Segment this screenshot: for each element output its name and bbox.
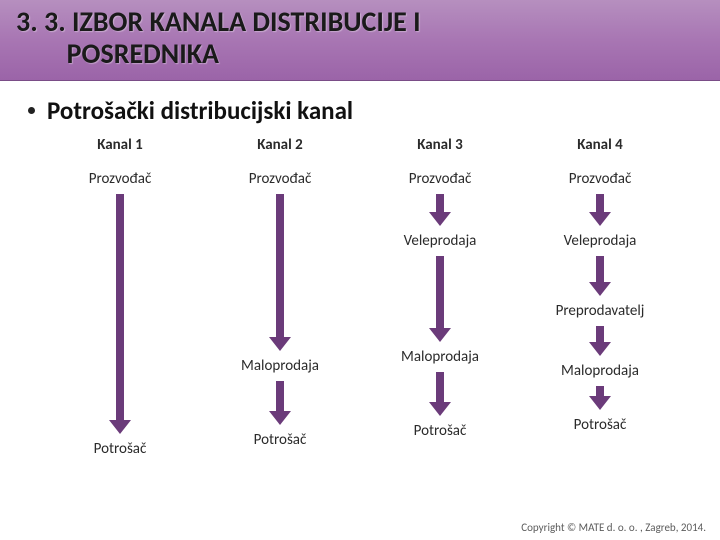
arrow-head (589, 396, 611, 410)
channel-node: Prozvođač (249, 170, 312, 188)
channel-node: Potrošač (254, 431, 307, 449)
bullet-text: Potrošački distribucijski kanal (47, 95, 353, 126)
arrow-shaft (436, 372, 444, 402)
arrow-head (589, 282, 611, 296)
bullet-item: Potrošački distribucijski kanal (0, 81, 720, 132)
arrow-head (269, 411, 291, 425)
channel-node: Maloprodaja (561, 362, 639, 380)
arrow-head (109, 420, 131, 434)
channel-column: Kanal 3 Prozvođač Veleprodaja Maloprodaja Po… (370, 136, 510, 458)
arrow-shaft (596, 326, 604, 342)
channel-header: Kanal 4 (577, 136, 623, 154)
arrow-head (429, 402, 451, 416)
slide-title: 3. 3. IZBOR KANALA DISTRIBUCIJE I POSRED… (16, 6, 704, 70)
channel-node: Maloprodaja (241, 357, 319, 375)
channel-node: Veleprodaja (564, 232, 637, 250)
channel-header: Kanal 3 (417, 136, 463, 154)
channel-node: Potrošač (94, 440, 147, 458)
arrow-shaft (596, 194, 604, 212)
arrow-down-icon (429, 372, 451, 416)
channel-header: Kanal 2 (257, 136, 303, 154)
channel-node: Veleprodaja (404, 232, 477, 250)
title-line-2: POSREDNIKA (67, 36, 219, 71)
arrow-down-icon (589, 256, 611, 296)
arrow-down-icon (109, 194, 131, 434)
channel-column: Kanal 4 Prozvođač Veleprodaja Preprodavatel… (530, 136, 670, 458)
arrow-down-icon (269, 194, 291, 351)
channel-node: Potrošač (574, 416, 627, 434)
arrow-shaft (436, 256, 444, 328)
arrow-shaft (276, 381, 284, 411)
arrow-head (589, 212, 611, 226)
copyright-footer: Copyright © MATE d. o. o. , Zagreb, 2014… (521, 521, 706, 534)
arrow-shaft (116, 194, 124, 420)
bullet-dot-icon (28, 107, 35, 114)
channel-column: Kanal 2 Prozvođač Maloprodaja Potrošač (210, 136, 350, 458)
arrow-shaft (436, 194, 444, 212)
arrow-shaft (276, 194, 284, 337)
channel-node: Preprodavatelj (556, 302, 645, 320)
arrow-head (589, 342, 611, 356)
channel-node: Prozvođač (409, 170, 472, 188)
arrow-down-icon (589, 386, 611, 410)
channel-header: Kanal 1 (97, 136, 143, 154)
arrow-down-icon (429, 194, 451, 226)
arrow-down-icon (429, 256, 451, 342)
arrow-down-icon (589, 194, 611, 226)
arrow-head (429, 212, 451, 226)
arrow-head (429, 328, 451, 342)
arrow-down-icon (589, 326, 611, 356)
channel-node: Maloprodaja (401, 348, 479, 366)
title-line-1: 3. 3. IZBOR KANALA DISTRIBUCIJE I (16, 4, 421, 39)
channel-node: Potrošač (414, 422, 467, 440)
distribution-diagram: Kanal 1 Prozvođač Potrošač Kanal 2 Prozvođač… (0, 132, 720, 458)
channel-node: Prozvođač (569, 170, 632, 188)
arrow-down-icon (269, 381, 291, 425)
arrow-head (269, 337, 291, 351)
slide-header: 3. 3. IZBOR KANALA DISTRIBUCIJE I POSRED… (0, 0, 720, 81)
channel-column: Kanal 1 Prozvođač Potrošač (50, 136, 190, 458)
arrow-shaft (596, 256, 604, 282)
arrow-shaft (596, 386, 604, 396)
channel-node: Prozvođač (89, 170, 152, 188)
